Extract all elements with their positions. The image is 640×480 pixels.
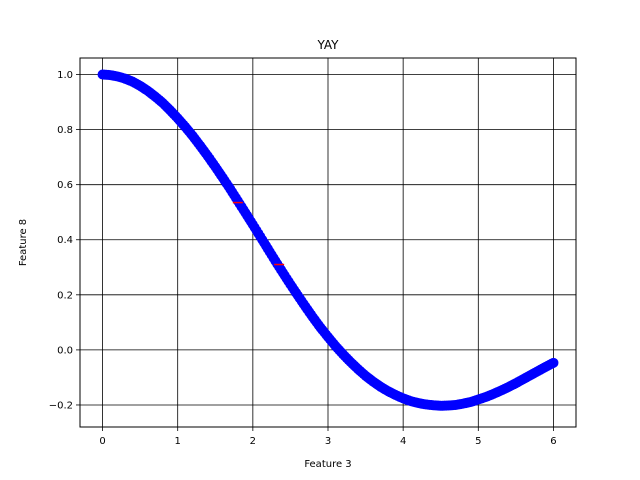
y-tick-label: 1.0 — [57, 70, 73, 81]
x-tick-label: 2 — [250, 436, 256, 447]
x-tick-label: 5 — [475, 436, 481, 447]
x-tick-label: 6 — [550, 436, 556, 447]
x-tick-label: 4 — [400, 436, 406, 447]
data-marks — [97, 69, 559, 411]
y-tick-label: 0.8 — [57, 125, 73, 136]
y-tick-label: −0.2 — [49, 400, 73, 411]
grid — [80, 58, 576, 427]
y-tick-label: 0.0 — [57, 345, 73, 356]
scatter-point — [548, 357, 559, 368]
x-axis-label: Feature 3 — [304, 459, 351, 470]
y-tick-label: 0.6 — [57, 180, 73, 191]
x-tick-label: 0 — [99, 436, 105, 447]
x-tick-label: 3 — [325, 436, 331, 447]
y-tick-label: 0.2 — [57, 290, 73, 301]
y-axis-label: Feature 8 — [18, 219, 29, 266]
x-tick-label: 1 — [175, 436, 181, 447]
y-tick-label: 0.4 — [57, 235, 73, 246]
chart-title: YAY — [316, 38, 339, 52]
ticks: 0 1 2 3 4 5 6 −0.2 0.0 0.2 0.4 0.6 0.8 1.0 — [49, 70, 557, 447]
